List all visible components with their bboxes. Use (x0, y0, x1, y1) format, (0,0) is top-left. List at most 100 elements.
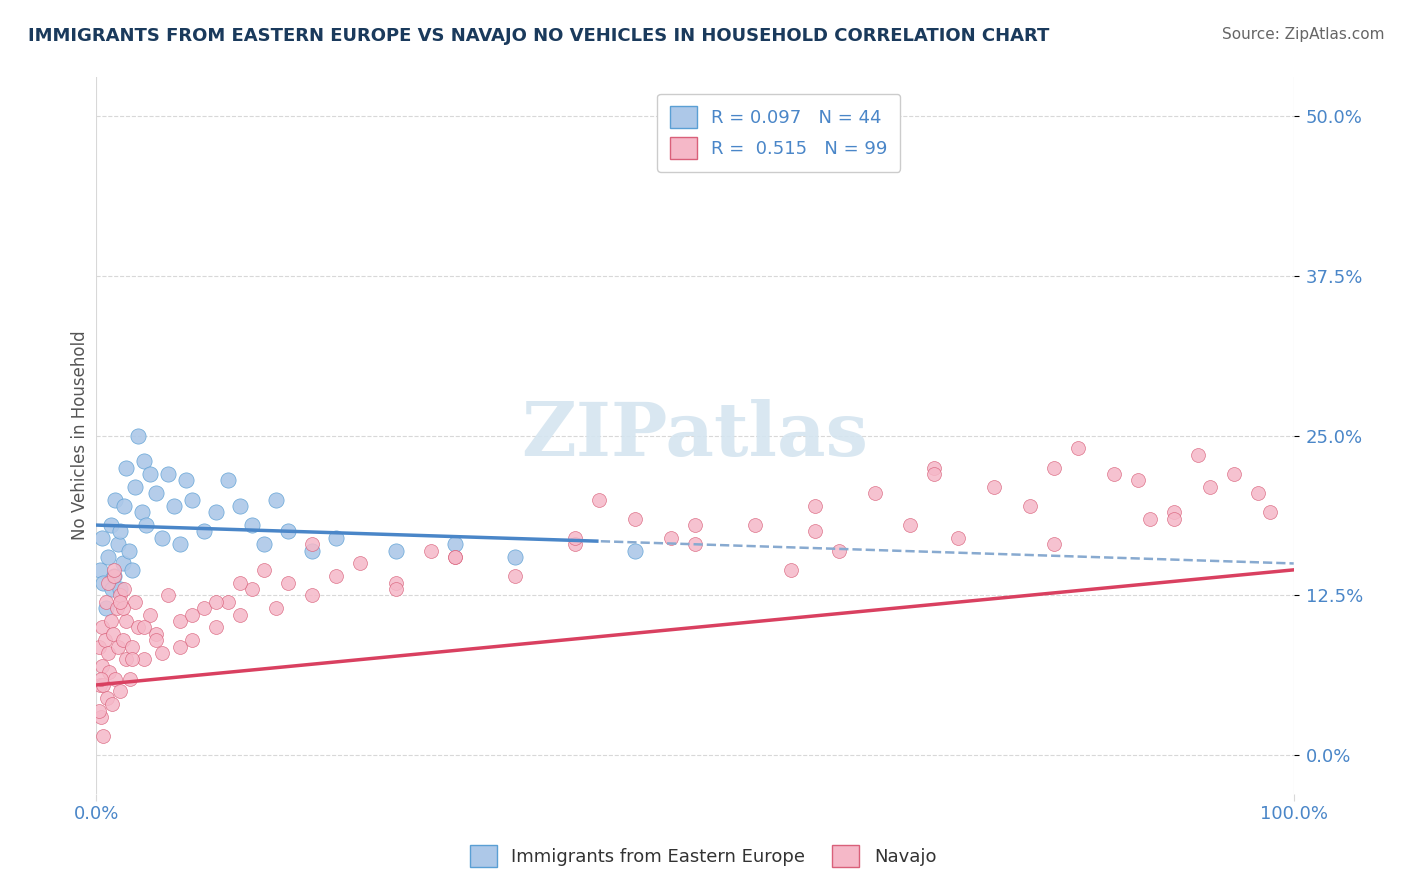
Point (132, 620, 155, 634)
Point (108, 684, 131, 698)
Point (564, 537, 586, 551)
Point (112, 499, 135, 513)
Point (240, 582, 263, 596)
Point (127, 620, 149, 634)
Point (349, 557, 371, 571)
Point (1043, 460, 1066, 475)
Point (444, 537, 467, 551)
Point (112, 582, 135, 596)
Point (217, 595, 239, 609)
Point (157, 467, 180, 481)
Point (98, 665, 121, 680)
Point (181, 492, 204, 507)
Point (104, 672, 127, 686)
Point (624, 543, 647, 558)
Point (1199, 480, 1222, 494)
Point (444, 550, 467, 565)
Point (1043, 537, 1066, 551)
Point (145, 486, 167, 500)
Point (135, 518, 157, 533)
Point (111, 557, 134, 571)
Point (169, 537, 191, 551)
Point (169, 614, 191, 628)
Point (205, 620, 228, 634)
Point (94, 595, 117, 609)
Point (181, 633, 204, 648)
Point (1067, 442, 1090, 456)
Point (253, 563, 276, 577)
Point (131, 505, 153, 519)
Text: IMMIGRANTS FROM EASTERN EUROPE VS NAVAJO NO VEHICLES IN HOUSEHOLD CORRELATION CH: IMMIGRANTS FROM EASTERN EUROPE VS NAVAJO… (28, 27, 1049, 45)
Point (1126, 473, 1149, 487)
Point (1187, 448, 1209, 462)
Point (181, 607, 204, 622)
Point (277, 575, 299, 590)
Point (803, 499, 825, 513)
Y-axis label: No Vehicles in Household: No Vehicles in Household (72, 331, 89, 541)
Point (505, 569, 527, 583)
Point (229, 575, 252, 590)
Point (163, 499, 186, 513)
Point (127, 428, 149, 442)
Point (100, 518, 122, 533)
Point (803, 524, 825, 539)
Point (948, 531, 970, 545)
Point (132, 454, 155, 468)
Point (118, 672, 141, 686)
Point (1019, 499, 1042, 513)
Point (115, 652, 138, 666)
Point (121, 652, 143, 666)
Point (193, 601, 215, 615)
Text: ZIPatlas: ZIPatlas (522, 399, 869, 472)
Point (1247, 486, 1270, 500)
Point (100, 582, 122, 596)
Point (863, 486, 886, 500)
Point (420, 543, 443, 558)
Point (103, 563, 125, 577)
Point (107, 640, 129, 654)
Point (121, 640, 143, 654)
Point (205, 595, 228, 609)
Point (384, 575, 406, 590)
Point (1163, 505, 1185, 519)
Legend: Immigrants from Eastern Europe, Navajo: Immigrants from Eastern Europe, Navajo (463, 838, 943, 874)
Point (624, 511, 647, 525)
Point (900, 518, 922, 533)
Point (505, 550, 527, 565)
Point (105, 601, 128, 615)
Legend: R = 0.097   N = 44, R =  0.515   N = 99: R = 0.097 N = 44, R = 0.515 N = 99 (657, 94, 900, 172)
Point (253, 537, 276, 551)
Point (240, 518, 263, 533)
Point (91, 658, 114, 673)
Point (384, 543, 406, 558)
Point (1163, 511, 1185, 525)
Point (744, 518, 766, 533)
Point (564, 531, 586, 545)
Point (89, 563, 111, 577)
Point (325, 531, 347, 545)
Point (100, 614, 122, 628)
Point (169, 640, 191, 654)
Point (132, 652, 155, 666)
Point (91, 531, 114, 545)
Point (87, 640, 110, 654)
Point (115, 460, 138, 475)
Point (108, 595, 131, 609)
Point (588, 492, 610, 507)
Point (104, 492, 127, 507)
Point (93, 575, 115, 590)
Point (111, 601, 134, 615)
Point (174, 473, 197, 487)
Point (100, 697, 122, 711)
Point (301, 537, 323, 551)
Point (103, 569, 125, 583)
Point (193, 524, 215, 539)
Point (779, 563, 801, 577)
Point (444, 550, 467, 565)
Point (108, 582, 131, 596)
Point (107, 537, 129, 551)
Point (93, 678, 115, 692)
Point (108, 589, 131, 603)
Point (117, 543, 139, 558)
Point (97, 646, 120, 660)
